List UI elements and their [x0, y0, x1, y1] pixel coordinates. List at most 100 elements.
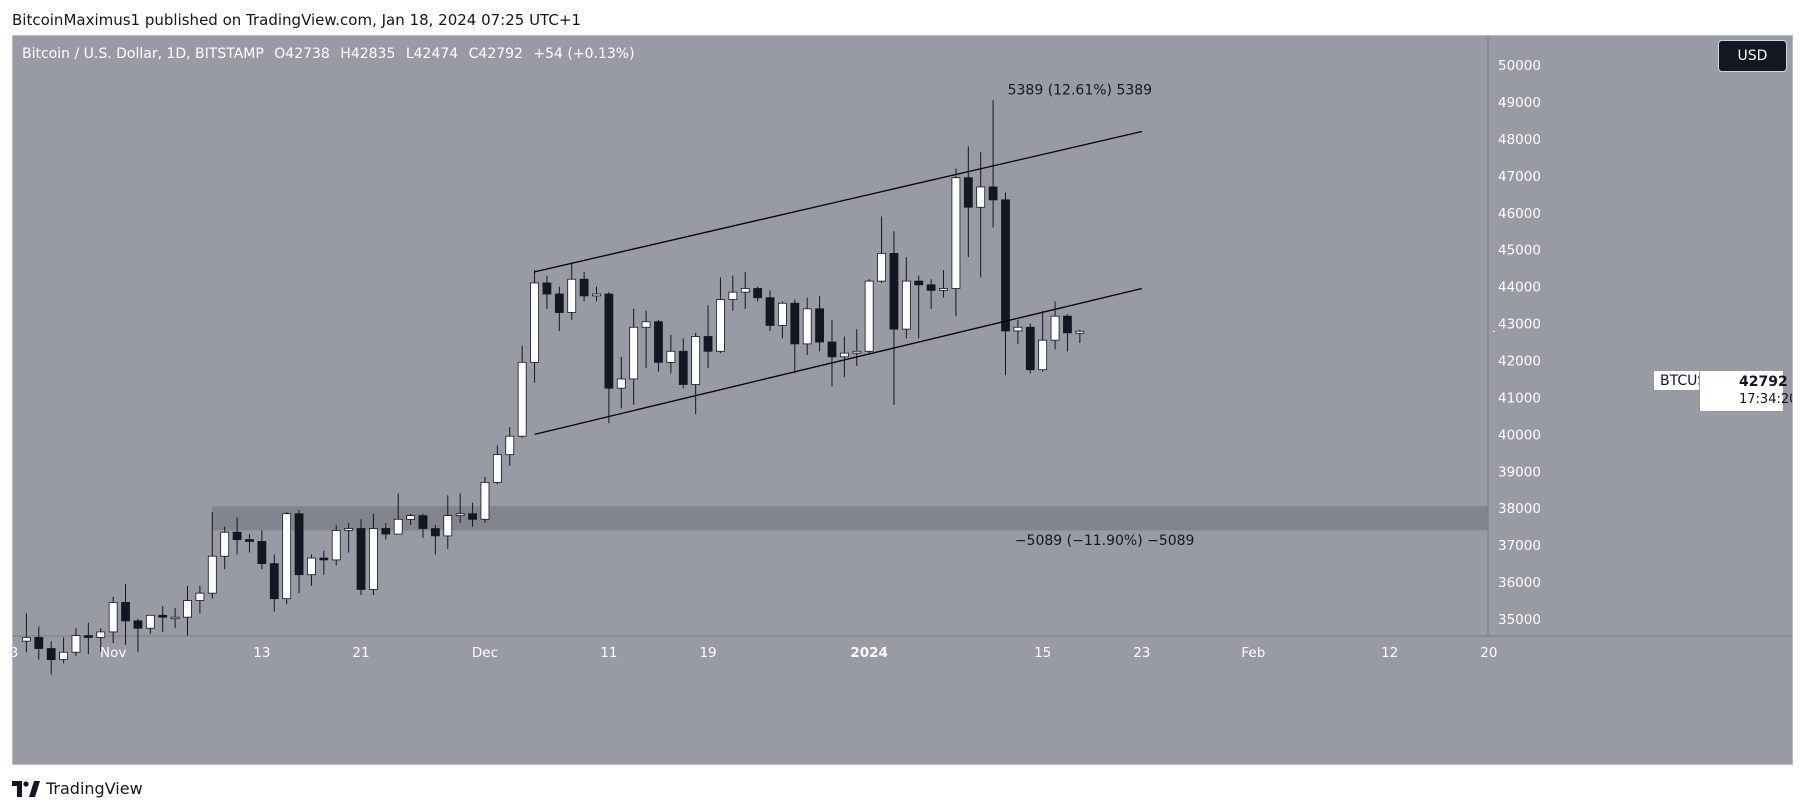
candle-body[interactable]: [207, 555, 217, 594]
candle-body[interactable]: [616, 378, 626, 389]
candle-body[interactable]: [393, 518, 403, 535]
candle-body[interactable]: [1025, 326, 1035, 371]
candle-body[interactable]: [778, 302, 787, 326]
currency-button[interactable]: USD: [1718, 40, 1787, 72]
candle-body[interactable]: [1038, 339, 1048, 371]
candle-body[interactable]: [83, 635, 93, 638]
candle-body[interactable]: [678, 350, 688, 385]
candle-body[interactable]: [1075, 330, 1085, 334]
candle-body[interactable]: [344, 528, 354, 531]
candle-body[interactable]: [195, 592, 205, 601]
candle-body[interactable]: [765, 297, 775, 326]
candle-body[interactable]: [654, 321, 663, 363]
tradingview-logo-icon: [12, 780, 40, 797]
candle-body[interactable]: [220, 531, 230, 557]
candle-body[interactable]: [145, 614, 155, 629]
candle-body[interactable]: [716, 299, 725, 352]
candle-body[interactable]: [183, 600, 192, 618]
candle-body[interactable]: [691, 336, 701, 385]
candle-body[interactable]: [34, 637, 44, 649]
candle-body[interactable]: [802, 308, 812, 345]
candle-body[interactable]: [963, 177, 973, 208]
candle-body[interactable]: [976, 186, 986, 208]
candle-body[interactable]: [530, 282, 539, 363]
candle-body[interactable]: [369, 528, 378, 590]
candle-body[interactable]: [245, 539, 254, 542]
candle-body[interactable]: [914, 280, 924, 286]
candle-body[interactable]: [121, 601, 130, 622]
candle-body[interactable]: [46, 648, 56, 661]
candle-body[interactable]: [59, 651, 68, 661]
candle-body[interactable]: [604, 293, 614, 389]
candle-body[interactable]: [641, 321, 651, 328]
candle-body[interactable]: [492, 454, 502, 483]
candle-body[interactable]: [901, 280, 911, 330]
candle-body[interactable]: [158, 614, 168, 618]
candle-body[interactable]: [939, 288, 948, 291]
candle-body[interactable]: [1063, 315, 1072, 334]
candle-body[interactable]: [567, 278, 577, 313]
candle-body[interactable]: [331, 529, 341, 561]
candle-body[interactable]: [554, 293, 564, 313]
candle-body[interactable]: [790, 302, 800, 345]
candle-body[interactable]: [517, 361, 527, 437]
candle-body[interactable]: [21, 637, 31, 642]
channel-upper[interactable]: [534, 130, 1142, 273]
candle-body[interactable]: [753, 288, 763, 299]
candle-body[interactable]: [864, 280, 874, 352]
candle-body[interactable]: [505, 435, 515, 456]
time-axis-area[interactable]: [13, 636, 1792, 764]
candle-body[interactable]: [356, 528, 366, 590]
candle-body[interactable]: [133, 620, 143, 629]
candle-body[interactable]: [406, 515, 415, 520]
candle-body[interactable]: [269, 563, 279, 600]
candle-body[interactable]: [951, 177, 961, 289]
candle-body[interactable]: [889, 253, 899, 330]
footer-brand[interactable]: TradingView: [12, 779, 143, 798]
candle-body[interactable]: [170, 616, 180, 620]
candle-body[interactable]: [257, 541, 267, 565]
candle-body[interactable]: [592, 293, 601, 297]
candle-body[interactable]: [728, 291, 738, 300]
candle-body[interactable]: [443, 515, 453, 537]
candle-body[interactable]: [480, 481, 490, 520]
candle-body[interactable]: [381, 528, 391, 535]
symbol-title[interactable]: Bitcoin / U.S. Dollar, 1D, BITSTAMP: [22, 46, 264, 62]
candle-body[interactable]: [455, 513, 465, 516]
candle-body[interactable]: [926, 284, 936, 291]
candle-body[interactable]: [542, 282, 552, 295]
candle-body[interactable]: [430, 528, 440, 537]
candle-body[interactable]: [877, 253, 886, 282]
candle-body[interactable]: [418, 515, 428, 529]
candle-body[interactable]: [319, 557, 329, 561]
candle-body[interactable]: [827, 341, 837, 358]
candle-body[interactable]: [1001, 199, 1010, 332]
candle-body[interactable]: [579, 278, 589, 297]
candle-body[interactable]: [1013, 326, 1023, 332]
chart-panel[interactable]: 5389 (12.61%) 5389 −5089 (−11.90%) −5089 …: [12, 35, 1793, 765]
candle-body[interactable]: [703, 336, 713, 352]
plot-area[interactable]: [13, 36, 1488, 636]
candle-body[interactable]: [307, 557, 316, 576]
last-price-tag: 42792 17:34:20: [1699, 370, 1792, 412]
candle-body[interactable]: [282, 513, 292, 600]
price-axis-area[interactable]: [1488, 36, 1792, 636]
candle-body[interactable]: [96, 631, 106, 638]
candle-body[interactable]: [71, 635, 81, 653]
candle-body[interactable]: [740, 288, 750, 293]
candlestick-chart[interactable]: 5389 (12.61%) 5389−5089 (−11.90%) −5089 …: [13, 36, 1792, 764]
open-key: O: [274, 46, 286, 62]
candle-body[interactable]: [232, 531, 242, 541]
candle-body[interactable]: [629, 326, 639, 380]
candle-body[interactable]: [1050, 315, 1060, 341]
candle-body[interactable]: [294, 513, 304, 576]
candle-body[interactable]: [666, 350, 676, 363]
high-key: H: [340, 46, 351, 62]
candle-body[interactable]: [988, 186, 998, 201]
candle-body[interactable]: [839, 352, 849, 358]
candle-body[interactable]: [108, 601, 118, 633]
channel-lower[interactable]: [534, 287, 1142, 435]
candle-body[interactable]: [852, 350, 862, 354]
candle-body[interactable]: [815, 308, 824, 343]
candle-body[interactable]: [468, 513, 477, 520]
